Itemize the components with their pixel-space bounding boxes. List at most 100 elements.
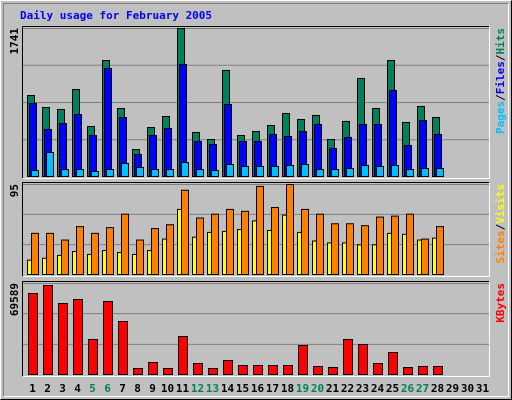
bar bbox=[406, 169, 414, 178]
bar bbox=[256, 185, 264, 275]
bar bbox=[241, 165, 249, 177]
bar bbox=[151, 169, 159, 178]
legend-entry: Files bbox=[494, 61, 507, 94]
bar bbox=[121, 162, 129, 177]
x-tick-label: 6 bbox=[104, 382, 111, 395]
x-tick-label: 10 bbox=[161, 382, 174, 395]
x-tick-label: 5 bbox=[89, 382, 96, 395]
bar bbox=[238, 365, 248, 376]
plot-border-dark bbox=[22, 182, 490, 277]
bar bbox=[88, 338, 98, 375]
legend: Sites/Visits bbox=[494, 184, 507, 264]
bar bbox=[298, 345, 308, 376]
bar bbox=[58, 302, 68, 376]
x-tick-label: 19 bbox=[296, 382, 309, 395]
bar bbox=[106, 227, 114, 276]
bar bbox=[268, 365, 278, 376]
legend-entry: Sites bbox=[494, 230, 507, 263]
bar bbox=[331, 169, 339, 178]
bar bbox=[346, 168, 354, 177]
plot-border-light bbox=[22, 26, 490, 179]
x-tick-label: 29 bbox=[446, 382, 459, 395]
bar bbox=[391, 165, 399, 178]
bar bbox=[118, 320, 128, 375]
x-tick-label: 31 bbox=[476, 382, 490, 395]
bar bbox=[343, 338, 353, 375]
bar bbox=[136, 239, 144, 275]
bar bbox=[391, 215, 399, 275]
legend-separator: / bbox=[494, 223, 507, 230]
bar bbox=[166, 169, 174, 178]
bar bbox=[74, 114, 82, 177]
legend-entry: Pages bbox=[494, 101, 507, 134]
y-tick-label: 69589 bbox=[8, 283, 21, 316]
x-tick-label: 25 bbox=[386, 382, 399, 395]
bar bbox=[436, 168, 444, 177]
x-tick-label: 21 bbox=[326, 382, 340, 395]
bar bbox=[316, 213, 324, 275]
frame-inner-dark bbox=[3, 3, 509, 397]
bar bbox=[286, 165, 294, 178]
bar bbox=[331, 223, 339, 275]
bar bbox=[226, 163, 234, 177]
y-tick-label: 95 bbox=[8, 184, 21, 197]
x-tick-label: 20 bbox=[311, 382, 324, 395]
bar bbox=[314, 123, 322, 177]
bar bbox=[421, 238, 429, 276]
bar bbox=[46, 152, 54, 178]
x-tick-label: 30 bbox=[461, 382, 474, 395]
bar bbox=[208, 367, 218, 375]
bar bbox=[31, 169, 39, 177]
x-tick-label: 27 bbox=[416, 382, 429, 395]
bar bbox=[361, 225, 369, 275]
x-tick-label: 24 bbox=[371, 382, 385, 395]
plot-border-dark bbox=[22, 26, 490, 179]
y-tick-label: 1741 bbox=[8, 28, 21, 55]
bar bbox=[376, 165, 384, 177]
x-tick-label: 12 bbox=[191, 382, 204, 395]
bar bbox=[193, 362, 203, 375]
plot-border-dark bbox=[22, 281, 490, 377]
bar bbox=[196, 169, 204, 178]
x-tick-label: 3 bbox=[59, 382, 66, 395]
legend-entry: Visits bbox=[494, 184, 507, 224]
bar bbox=[31, 232, 39, 275]
x-tick-label: 14 bbox=[221, 382, 235, 395]
x-tick-label: 28 bbox=[431, 382, 444, 395]
bar bbox=[76, 169, 84, 178]
bar bbox=[253, 365, 263, 376]
bar bbox=[433, 365, 443, 376]
bar bbox=[181, 189, 189, 276]
bar bbox=[403, 367, 413, 375]
bar bbox=[61, 169, 69, 178]
bar bbox=[406, 213, 414, 275]
bar bbox=[133, 367, 143, 375]
bar bbox=[121, 213, 129, 275]
bar bbox=[241, 210, 249, 276]
bar bbox=[313, 365, 323, 376]
x-tick-label: 8 bbox=[134, 382, 141, 395]
bar bbox=[179, 63, 187, 177]
x-tick-label: 11 bbox=[176, 382, 190, 395]
bar bbox=[286, 184, 294, 275]
bar bbox=[388, 352, 398, 376]
x-tick-label: 2 bbox=[44, 382, 51, 395]
bar bbox=[91, 171, 99, 177]
bar bbox=[136, 166, 144, 177]
bar bbox=[328, 367, 338, 375]
bar bbox=[106, 169, 114, 178]
bar bbox=[196, 217, 204, 276]
bar bbox=[436, 226, 444, 275]
legend: Pages/Files/Hits bbox=[494, 28, 507, 134]
x-tick-label: 7 bbox=[119, 382, 126, 395]
bar bbox=[421, 168, 429, 177]
plot-area bbox=[22, 281, 490, 376]
bar bbox=[151, 228, 159, 275]
bar bbox=[104, 67, 112, 177]
bar bbox=[103, 300, 113, 376]
bar bbox=[59, 122, 67, 178]
bar bbox=[301, 208, 309, 275]
bar bbox=[223, 360, 233, 375]
bar bbox=[181, 162, 189, 178]
